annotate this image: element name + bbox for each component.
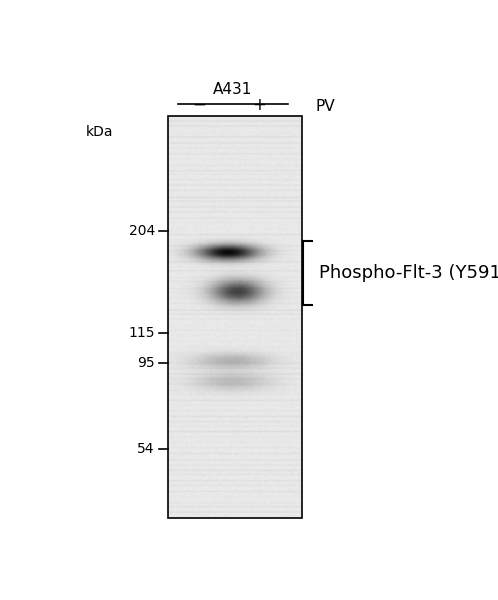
Text: 115: 115 [128,326,155,340]
Text: kDa: kDa [86,125,113,139]
Text: +: + [252,95,266,113]
Text: −: − [192,95,206,113]
Text: 54: 54 [137,442,155,455]
Bar [168,116,301,518]
Text: 95: 95 [137,356,155,370]
Text: A431: A431 [212,82,252,97]
Text: Phospho-Flt-3 (Y591): Phospho-Flt-3 (Y591) [319,264,498,282]
Text: PV: PV [315,98,335,113]
Text: 204: 204 [128,224,155,238]
